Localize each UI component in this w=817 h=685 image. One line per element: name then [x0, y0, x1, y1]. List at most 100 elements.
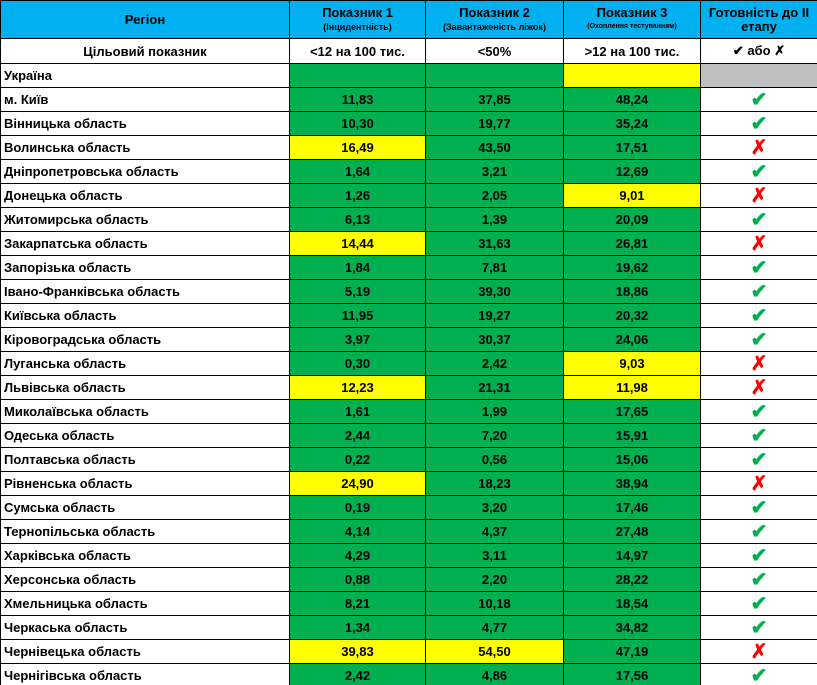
indicator-cell: 3,21: [425, 159, 564, 184]
indicator-cell: 2,44: [289, 423, 426, 448]
indicator-cell: 4,86: [425, 663, 564, 685]
readiness-mark: ✔: [700, 567, 817, 592]
indicator-cell: 4,37: [425, 519, 564, 544]
region-name: Київська область: [0, 303, 290, 328]
indicator-cell: 0,88: [289, 567, 426, 592]
indicator-cell: 39,30: [425, 279, 564, 304]
indicator-cell: 6,13: [289, 207, 426, 232]
header-subtitle: (Інцидентність): [323, 21, 392, 32]
region-name: Херсонська область: [0, 567, 290, 592]
readiness-mark: ✗: [700, 183, 817, 208]
indicator-cell: 12,69: [563, 159, 701, 184]
region-row: м. Київ 11,83 37,85 48,24 ✔: [0, 87, 817, 112]
region-row: Херсонська область 0,88 2,20 28,22 ✔: [0, 567, 817, 592]
region-row: Київська область 11,95 19,27 20,32 ✔: [0, 303, 817, 328]
indicator-cell: 0,30: [289, 351, 426, 376]
indicator-cell: 11,83: [289, 87, 426, 112]
indicator-cell: 11,95: [289, 303, 426, 328]
region-row: Черкаська область 1,34 4,77 34,82 ✔: [0, 615, 817, 640]
readiness-mark: ✔: [700, 543, 817, 568]
readiness-mark: ✔: [700, 615, 817, 640]
header-title: Регіон: [124, 11, 166, 27]
indicator-cell: 2,42: [425, 351, 564, 376]
target-label: Цільовий показник: [0, 38, 290, 64]
indicator-cell: 4,29: [289, 543, 426, 568]
indicator-cell: 17,65: [563, 399, 701, 424]
region-row: Запорізька область 1,84 7,81 19,62 ✔: [0, 255, 817, 280]
indicator-cell: 2,42: [289, 663, 426, 685]
indicator-cell: 0,19: [289, 495, 426, 520]
header-subtitle: (Охоплення тестуванням): [587, 22, 677, 30]
indicator-cell: [289, 63, 426, 88]
region-name: Хмельницька область: [0, 591, 290, 616]
readiness-mark: ✔: [700, 495, 817, 520]
readiness-mark: ✔: [700, 663, 817, 685]
readiness-mark: ✔: [700, 519, 817, 544]
region-name: Сумська область: [0, 495, 290, 520]
region-name: Україна: [0, 63, 290, 88]
readiness-mark: ✔: [700, 447, 817, 472]
indicator-cell: 19,27: [425, 303, 564, 328]
indicator-cell: 10,18: [425, 591, 564, 616]
region-name: Дніпропетровська область: [0, 159, 290, 184]
indicator-cell: 37,85: [425, 87, 564, 112]
region-name: Донецька область: [0, 183, 290, 208]
indicator-cell: 15,91: [563, 423, 701, 448]
indicator-cell: 24,90: [289, 471, 426, 496]
readiness-mark: ✔: [700, 423, 817, 448]
header-cell: Показник 2 (Завантаженість ліжок): [425, 0, 564, 39]
indicator-cell: 3,97: [289, 327, 426, 352]
indicator-cell: 5,19: [289, 279, 426, 304]
region-row: Житомирська область 6,13 1,39 20,09 ✔: [0, 207, 817, 232]
region-name: Івано-Франківська область: [0, 279, 290, 304]
indicator-cell: 17,51: [563, 135, 701, 160]
target-value: <12 на 100 тис.: [289, 38, 426, 64]
indicator-cell: 1,84: [289, 255, 426, 280]
readiness-mark: ✗: [700, 231, 817, 256]
header-cell: Показник 1 (Інцидентність): [289, 0, 426, 39]
readiness-mark: ✔: [700, 87, 817, 112]
region-row: Вінницька область 10,30 19,77 35,24 ✔: [0, 111, 817, 136]
readiness-mark: ✔: [700, 207, 817, 232]
indicator-cell: 17,56: [563, 663, 701, 685]
indicator-cell: 30,37: [425, 327, 564, 352]
indicator-cell: 3,20: [425, 495, 564, 520]
indicator-cell: 26,81: [563, 231, 701, 256]
region-row: Кіровоградська область 3,97 30,37 24,06 ✔: [0, 327, 817, 352]
indicator-cell: 18,54: [563, 591, 701, 616]
indicator-cell: 43,50: [425, 135, 564, 160]
header-title: Показник 2: [459, 4, 530, 20]
header-title: Показник 3: [596, 4, 668, 20]
indicator-cell: 8,21: [289, 591, 426, 616]
indicator-cell: 1,34: [289, 615, 426, 640]
indicator-cell: 20,32: [563, 303, 701, 328]
target-row: Цільовий показник <12 на 100 тис. <50% >12 …: [0, 38, 817, 64]
indicator-cell: 19,77: [425, 111, 564, 136]
indicator-cell: 1,39: [425, 207, 564, 232]
readiness-mark: ✔: [700, 399, 817, 424]
indicator-cell: 15,06: [563, 447, 701, 472]
header-cell: Регіон: [0, 0, 290, 39]
indicator-cell: 1,64: [289, 159, 426, 184]
region-row: Волинська область 16,49 43,50 17,51 ✗: [0, 135, 817, 160]
region-row: Сумська область 0,19 3,20 17,46 ✔: [0, 495, 817, 520]
region-row: Чернігівська область 2,42 4,86 17,56 ✔: [0, 663, 817, 685]
target-value: >12 на 100 тис.: [563, 38, 701, 64]
indicator-cell: 11,98: [563, 375, 701, 400]
readiness-mark: ✔: [700, 591, 817, 616]
indicator-cell: 38,94: [563, 471, 701, 496]
region-name: м. Київ: [0, 87, 290, 112]
region-row: Полтавська область 0,22 0,56 15,06 ✔: [0, 447, 817, 472]
indicator-cell: 4,77: [425, 615, 564, 640]
indicator-cell: 3,11: [425, 543, 564, 568]
region-name: Рівненська область: [0, 471, 290, 496]
region-row: Закарпатська область 14,44 31,63 26,81 ✗: [0, 231, 817, 256]
indicator-cell: 1,61: [289, 399, 426, 424]
header-title: Готовність до ІІ етапу: [708, 4, 810, 34]
indicator-cell: 14,97: [563, 543, 701, 568]
region-name: Запорізька область: [0, 255, 290, 280]
readiness-mark: ✔: [700, 303, 817, 328]
